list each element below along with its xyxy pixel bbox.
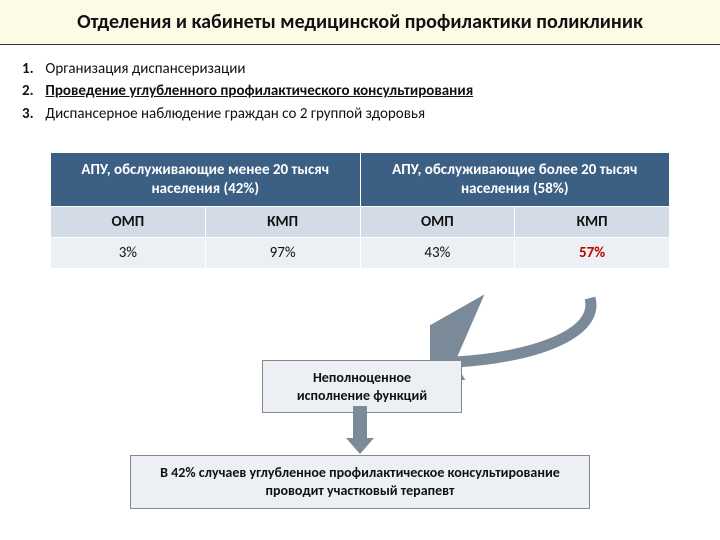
table-value-cell: 97% bbox=[205, 238, 360, 269]
list-text: Диспансерное наблюдение граждан со 2 гру… bbox=[45, 105, 425, 123]
list-text: Проведение углубленного профилактическог… bbox=[45, 82, 473, 100]
table-value-cell: 43% bbox=[360, 238, 515, 269]
table-value-row: 3% 97% 43% 57% bbox=[51, 238, 670, 269]
list-num: 1. bbox=[22, 59, 42, 79]
table-sub-cell: ОМП bbox=[51, 207, 206, 238]
list-item: 1. Организация диспансеризации bbox=[22, 59, 698, 79]
callout-box: В 42% случаев углубленное профилактическ… bbox=[130, 455, 590, 509]
numbered-list: 1. Организация диспансеризации 2. Провед… bbox=[0, 45, 720, 134]
table-sub-cell: ОМП bbox=[360, 207, 515, 238]
table-header-left: АПУ, обслуживающие менее 20 тысяч населе… bbox=[51, 152, 361, 207]
list-num: 3. bbox=[22, 104, 42, 124]
list-text: Организация диспансеризации bbox=[45, 60, 245, 78]
table-header-row: АПУ, обслуживающие менее 20 тысяч населе… bbox=[51, 152, 670, 207]
table-value-cell: 3% bbox=[51, 238, 206, 269]
table-sub-cell: КМП bbox=[515, 207, 670, 238]
list-num: 2. bbox=[22, 81, 42, 101]
table-header-right: АПУ, обслуживающие более 20 тысяч населе… bbox=[360, 152, 670, 207]
list-item: 2. Проведение углубленного профилактичес… bbox=[22, 81, 698, 101]
data-table: АПУ, обслуживающие менее 20 тысяч населе… bbox=[50, 152, 670, 270]
data-table-wrap: АПУ, обслуживающие менее 20 тысяч населе… bbox=[50, 152, 670, 270]
list-item: 3. Диспансерное наблюдение граждан со 2 … bbox=[22, 104, 698, 124]
callout-box: Неполноценное исполнение функций bbox=[262, 360, 462, 413]
page-title: Отделения и кабинеты медицинской профила… bbox=[0, 0, 720, 45]
table-sub-row: ОМП КМП ОМП КМП bbox=[51, 207, 670, 238]
table-sub-cell: КМП bbox=[205, 207, 360, 238]
table-value-cell-highlight: 57% bbox=[515, 238, 670, 269]
